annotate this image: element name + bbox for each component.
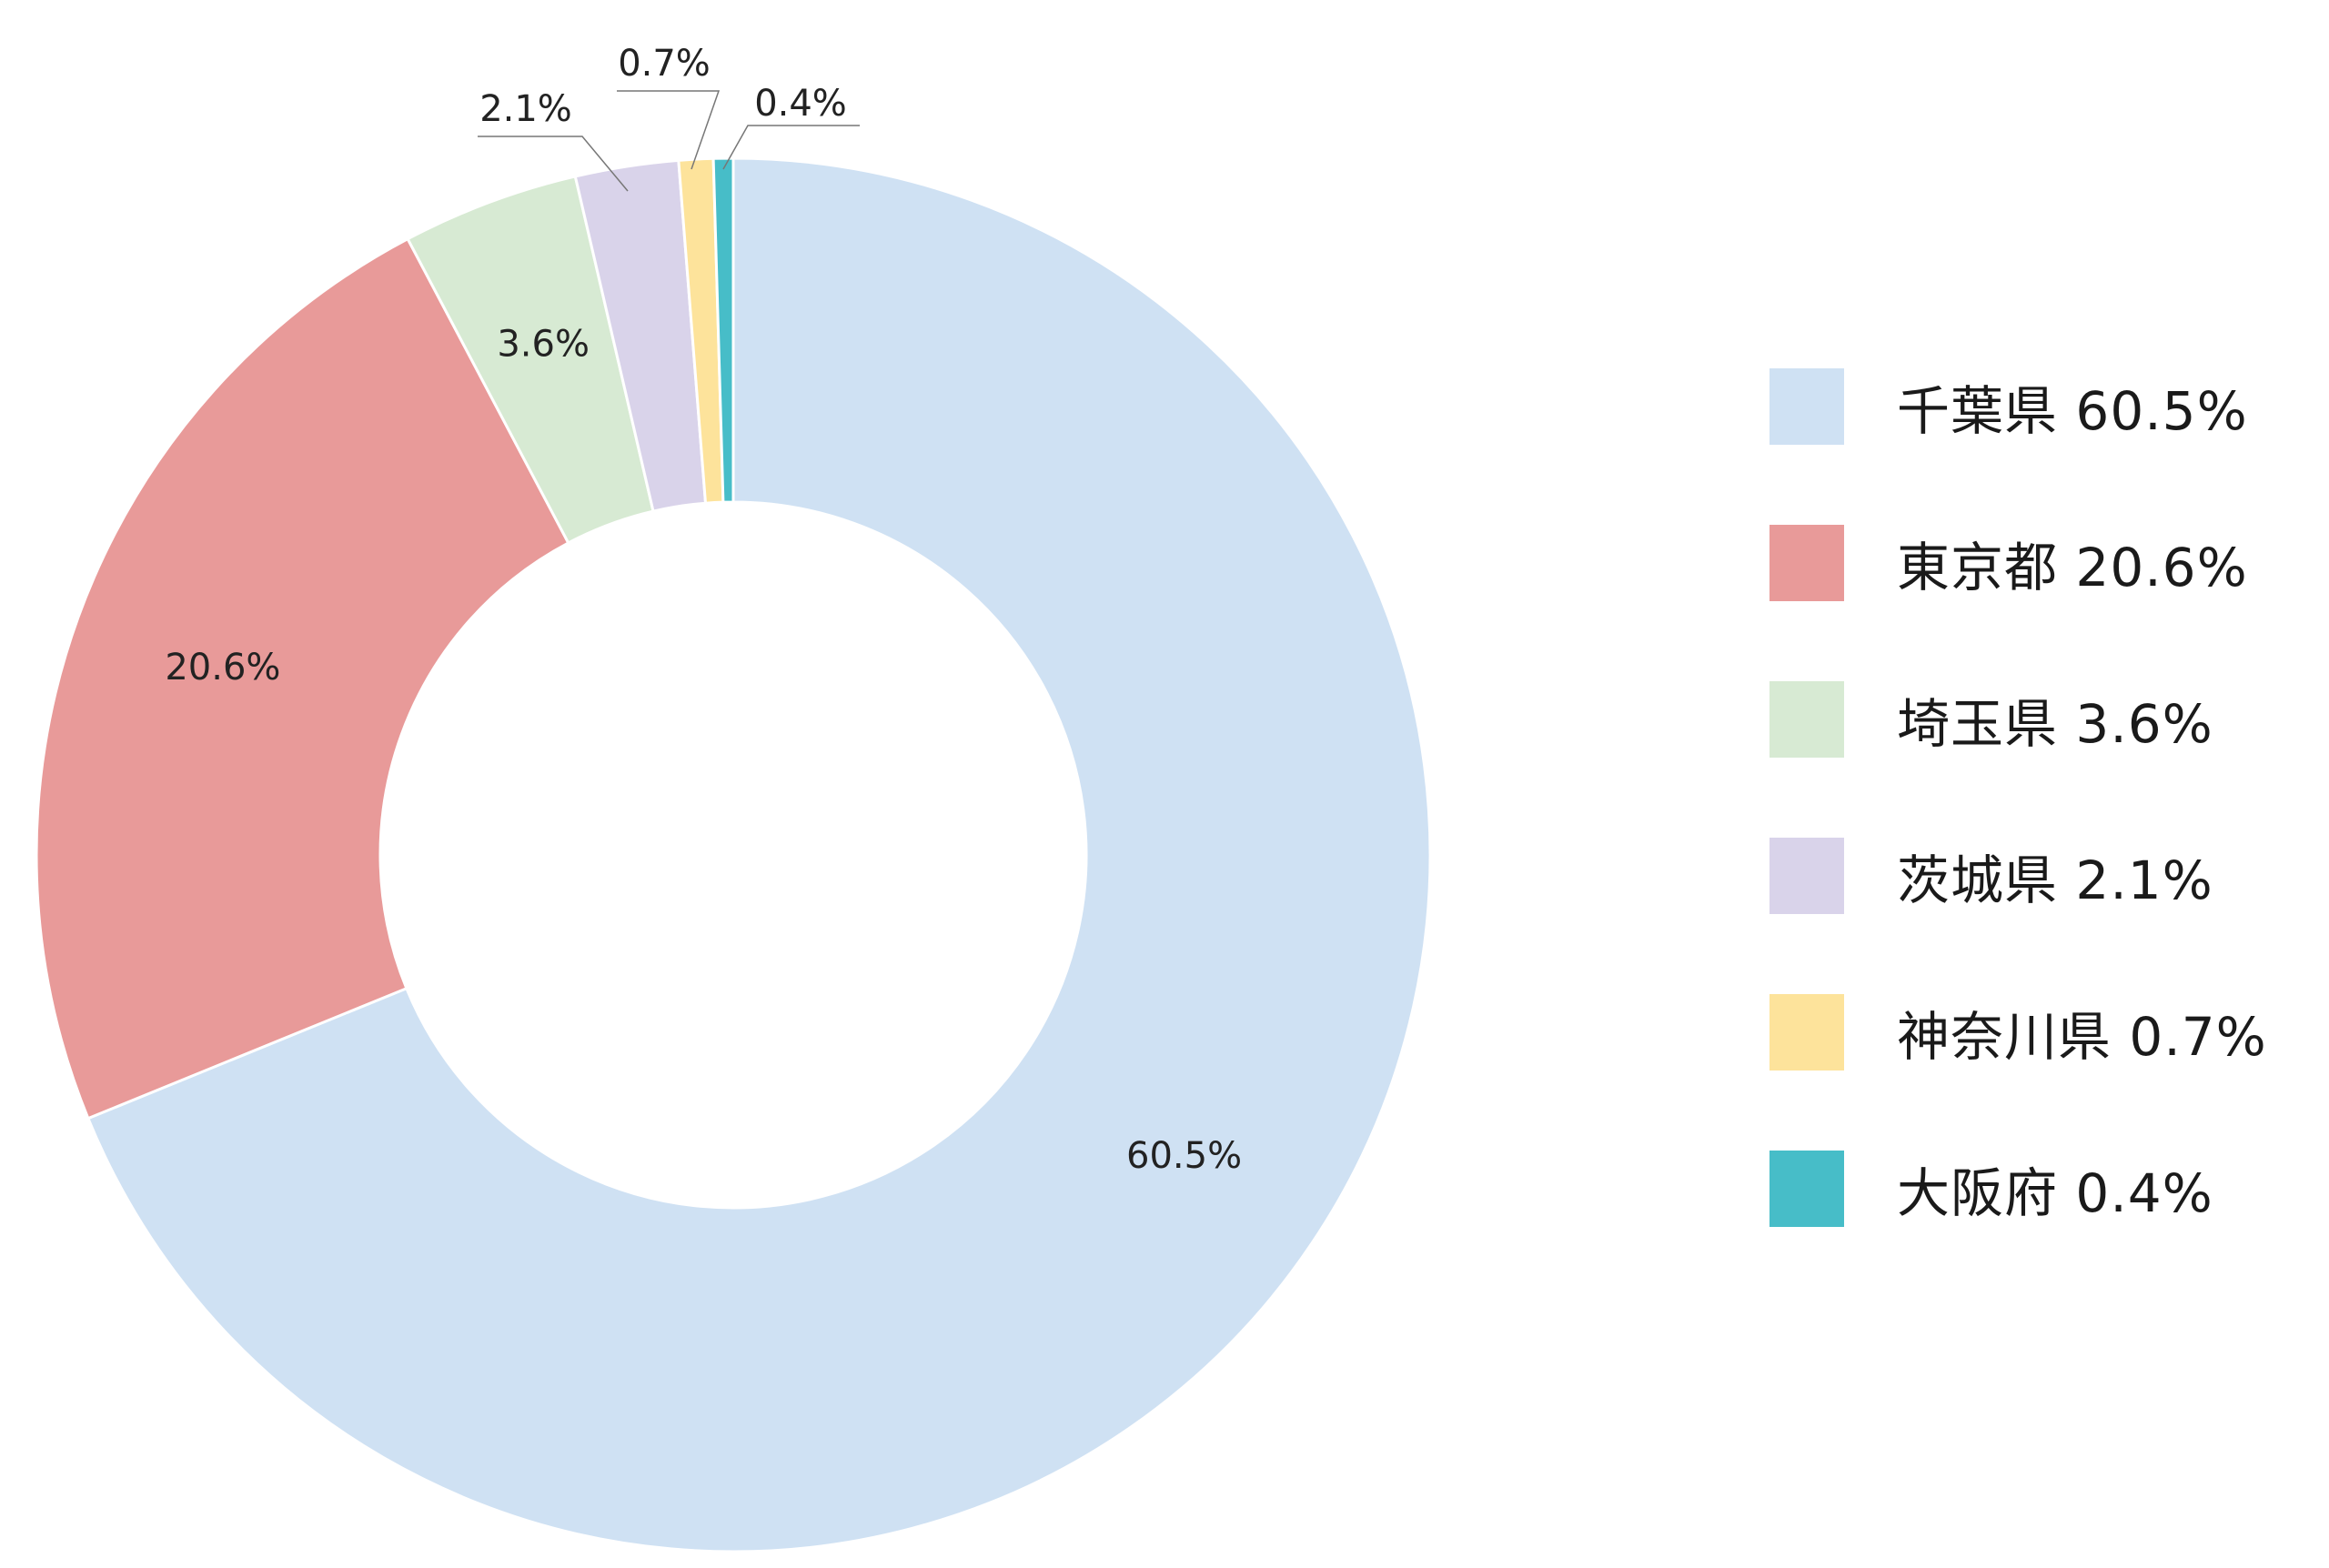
legend-swatch [1769, 368, 1844, 445]
legend-swatch [1769, 525, 1844, 601]
legend-label: 埼玉県 3.6% [1897, 693, 2213, 755]
data-label-chiba: 60.5% [1126, 1135, 1242, 1177]
label-leader-lines [478, 90, 860, 192]
data-label-kanagawa: 0.7% [618, 43, 711, 85]
legend-item-ibaraki: 茨城県 2.1% [1769, 838, 2315, 914]
leader-line-osaka [722, 125, 860, 170]
legend-swatch [1769, 681, 1844, 758]
data-label-saitama: 3.6% [497, 324, 590, 366]
data-label-ibaraki: 2.1% [479, 88, 572, 130]
donut-slices [35, 156, 1432, 1553]
legend-label: 大阪府 0.4% [1897, 1162, 2213, 1224]
data-label-tokyo: 20.6% [165, 647, 280, 689]
slice-tokyo [35, 236, 570, 1121]
legend: 千葉県 60.5% 東京都 20.6% 埼玉県 3.6% 茨城県 2.1% 神奈… [1769, 368, 2315, 1307]
legend-item-saitama: 埼玉県 3.6% [1769, 681, 2315, 758]
legend-item-chiba: 千葉県 60.5% [1769, 368, 2315, 445]
legend-swatch [1769, 1151, 1844, 1227]
data-labels: 60.5% 20.6% 3.6% 2.1% 0.7% 0.4% [165, 43, 1242, 1177]
leader-line-ibaraki [478, 136, 629, 192]
data-label-osaka: 0.4% [754, 83, 847, 125]
legend-item-osaka: 大阪府 0.4% [1769, 1151, 2315, 1227]
legend-label: 東京都 20.6% [1897, 537, 2248, 598]
legend-label: 神奈川県 0.7% [1897, 1006, 2267, 1068]
legend-item-tokyo: 東京都 20.6% [1769, 525, 2315, 601]
legend-label: 茨城県 2.1% [1897, 849, 2213, 911]
leader-line-kanagawa [617, 90, 721, 170]
legend-swatch [1769, 838, 1844, 914]
slice-osaka [711, 156, 735, 504]
legend-swatch [1769, 994, 1844, 1070]
legend-label: 千葉県 60.5% [1897, 380, 2248, 442]
slice-chiba [86, 156, 1432, 1553]
legend-item-kanagawa: 神奈川県 0.7% [1769, 994, 2315, 1070]
